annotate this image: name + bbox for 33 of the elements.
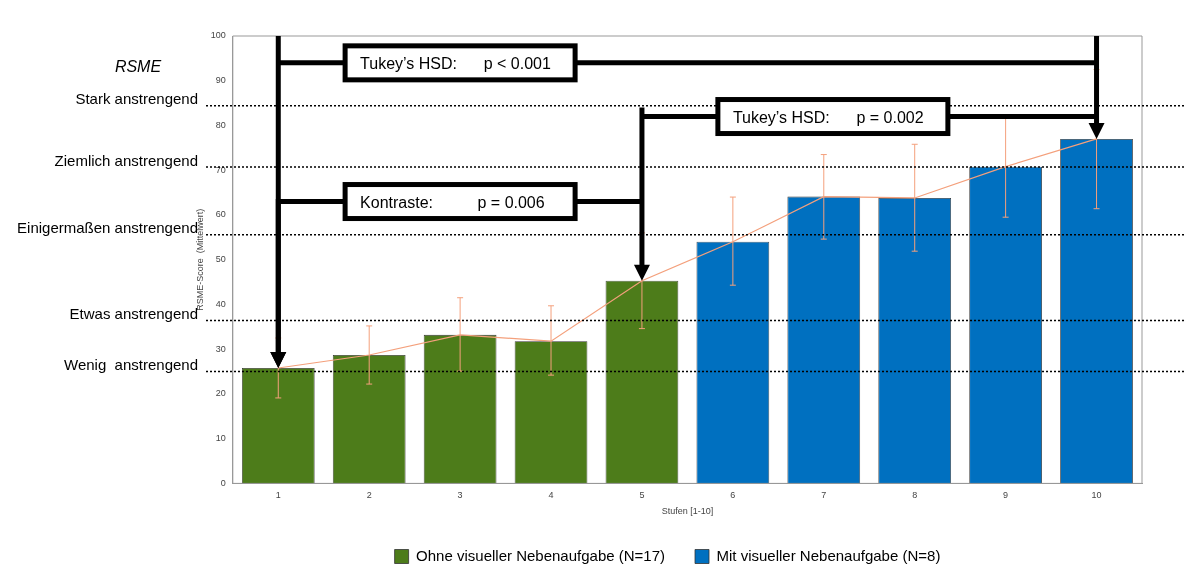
annotation: Tukey’s HSD: p < 0.001 <box>360 54 551 72</box>
x-tick-label: 4 <box>548 490 554 501</box>
y-tick-label: 80 <box>215 119 226 130</box>
x-tick-label: 5 <box>639 490 645 501</box>
y-tick-label: 0 <box>220 477 226 488</box>
legend-label: Mit visueller Nebenaufgabe (N=8) <box>716 546 941 564</box>
annotation: Kontraste: p = 0.006 <box>360 193 545 211</box>
y-tick-label: 30 <box>215 343 226 354</box>
y-tick-label: 70 <box>215 164 226 175</box>
ref-line-label: Ziemlich anstrengend <box>54 151 198 169</box>
text: RSME <box>114 58 162 76</box>
x-tick-label: 2 <box>366 490 372 501</box>
ref-line-label: Einigermaßen anstrengend <box>17 219 198 237</box>
y-tick-label: 20 <box>215 388 226 399</box>
ref-line-label: Wenig anstrengend <box>64 356 198 374</box>
y-tick-label: 10 <box>215 433 226 444</box>
x-tick-label: 8 <box>912 490 918 501</box>
x-tick-label: 9 <box>1003 490 1009 501</box>
x-tick-label: 1 <box>275 490 281 501</box>
x-axis-title: Stufen [1-10] <box>661 506 714 517</box>
y-tick-label: 50 <box>215 254 226 265</box>
x-tick-label: 10 <box>1091 490 1102 501</box>
x-tick-label: 7 <box>821 490 827 501</box>
ref-line-label: Etwas anstrengend <box>69 305 198 323</box>
ref-line-label: Stark anstrengend <box>75 90 198 108</box>
y-tick-label: 90 <box>215 75 226 86</box>
y-tick-label: 40 <box>215 298 226 309</box>
annotation: Tukey’s HSD: p = 0.002 <box>732 108 924 126</box>
y-tick-label: 100 <box>210 30 226 41</box>
x-tick-label: 6 <box>730 490 736 501</box>
y-tick-label: 60 <box>215 209 226 220</box>
legend-label: Ohne visueller Nebenaufgabe (N=17) <box>416 546 666 564</box>
x-tick-label: 3 <box>457 490 463 501</box>
